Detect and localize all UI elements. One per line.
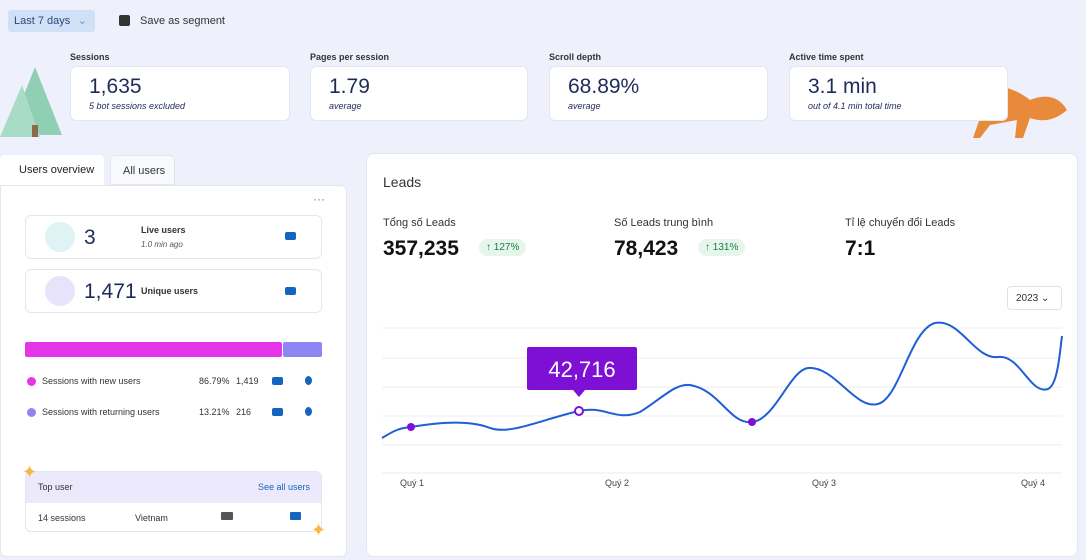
tree-illustration [0,67,62,137]
count-label: 1,419 [236,376,259,386]
leads-line [381,321,1063,439]
metric-value: 1,635 [89,75,142,98]
tab-active[interactable]: Users overview [0,155,104,186]
drop-icon [305,376,312,385]
video-icon[interactable] [285,232,296,240]
stat-label: Số Leads trung bình [614,217,714,229]
metric-label: Scroll depth [549,52,602,62]
range-text: Last 7 days [14,15,71,27]
point [748,418,756,426]
share-segment [282,342,322,357]
metric-note: average [568,101,601,111]
metric-card [70,66,290,121]
tooltip-pointer [573,390,585,397]
unique-label: Unique users [141,286,199,296]
stat-label: Tổng số Leads [383,217,456,229]
shape [32,125,38,137]
sparkle: ✦ [22,462,38,482]
year-dropdown[interactable]: 2023 ⌄ [1007,286,1062,310]
change-badge: ↑ 127% [479,239,527,256]
up-arrow: ↑ [486,242,494,253]
share-label: 86.79% [199,376,230,386]
x-tick-label: Quý 1 [400,478,424,488]
shape [0,85,40,137]
change-badge: ↑ 131% [698,239,746,256]
top-user-title: Top user [38,482,73,492]
save-segment[interactable]: Save as segment [140,15,225,27]
id-icon[interactable] [290,512,301,520]
live-note: 1.0 min ago [141,240,183,249]
point [407,423,415,431]
x-tick-label: Quý 2 [605,478,629,488]
top-user-sessions: 14 sessions [38,513,86,523]
metric-note: 5 bot sessions excluded [89,101,186,111]
x-tick-label: Quý 4 [1021,478,1045,488]
video-icon[interactable] [285,287,296,295]
tooltip-value: 42,716 [548,357,615,382]
metric-value: 3.1 min [808,75,877,98]
legend-label: Sessions with new users [42,376,141,386]
share-label: 13.21% [199,407,230,417]
top-user-card [25,471,322,532]
change-text: 127% [493,242,520,253]
live-value: 3 [84,226,96,249]
metric-label: Pages per session [310,52,390,62]
stat-value: 357,235 [383,237,459,260]
change-text: 131% [712,242,739,253]
see-all-link[interactable]: See all users [258,482,311,492]
video-icon [272,377,283,385]
share-segment [25,342,282,357]
legend-dot [27,408,36,417]
metric-value: 1.79 [329,75,370,98]
stat-label: Tỉ lệ chuyển đổi Leads [845,217,956,229]
tab[interactable]: All users [110,155,175,185]
metric-card [310,66,528,121]
metric-label: Active time spent [789,52,864,62]
year-text: 2023 [1016,293,1039,304]
user-icon [45,276,75,306]
drop-icon [305,407,312,416]
menu-dots[interactable]: ··· [313,192,325,206]
metric-card [789,66,1008,121]
sparkle: ✦ [311,520,327,540]
metric-label: Sessions [70,52,110,62]
tooltip [527,347,637,390]
device-icon [221,512,233,520]
highlight-point[interactable] [574,406,584,416]
video-icon [272,408,283,416]
x-tick-label: Quý 3 [812,478,836,488]
session-share-bar [25,342,322,357]
live-label: Live users [141,225,186,235]
legend-label: Sessions with returning users [42,407,160,417]
unique-value: 1,471 [84,280,137,303]
metric-value: 68.89% [568,75,640,98]
range-dropdown[interactable]: Last 7 days ⌄ [8,10,95,32]
chevron: ⌄ [77,15,87,27]
stat-value: 7:1 [845,237,876,260]
save-icon [119,15,130,26]
leads-title: Leads [383,174,422,190]
live-icon [45,222,75,252]
count-label: 216 [236,407,252,417]
top-user-header [26,472,321,503]
legend-dot [27,377,36,386]
grid [382,327,1062,474]
leads-panel [366,153,1078,557]
up-arrow: ↑ [705,242,713,253]
stat-value: 78,423 [614,237,679,260]
top-user-country: Vietnam [135,513,168,523]
metric-note: average [329,101,362,111]
metric-card [549,66,768,121]
metric-note: out of 4.1 min total time [808,101,902,111]
